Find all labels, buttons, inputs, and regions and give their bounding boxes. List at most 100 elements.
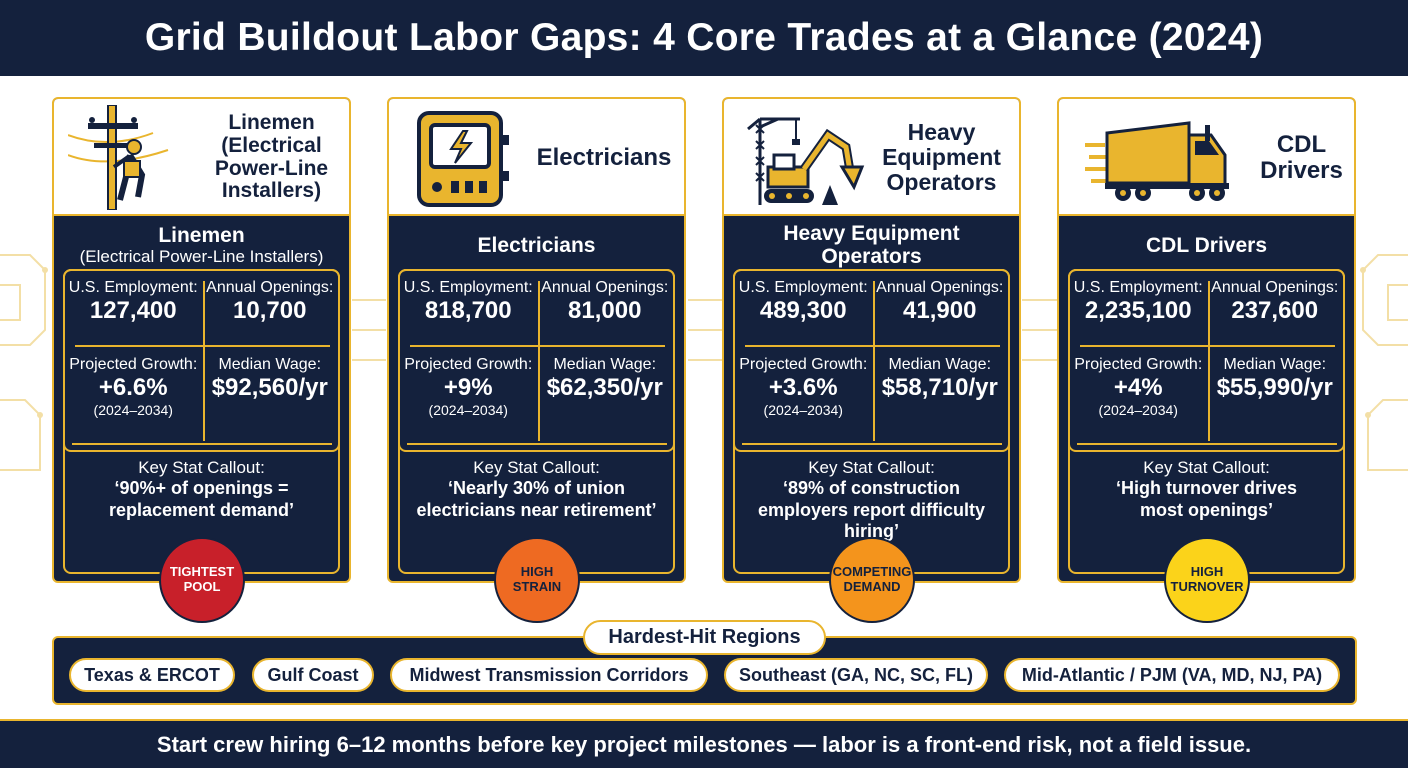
card-body: Linemen (Electrical Power-Line Installer… (54, 216, 349, 581)
trade-title: Linemen (Electrical Power-Line Installer… (54, 224, 349, 267)
inner-frame (1068, 269, 1345, 574)
stat-value: +3.6% (768, 374, 838, 402)
regions-title: Hardest-Hit Regions (583, 620, 826, 655)
trade-card-heavy-equipment: Heavy Equipment Operators Heavy Equipmen… (722, 97, 1021, 623)
divider (1208, 281, 1210, 441)
stat-wage: Median Wage: $62,350/yr (537, 356, 674, 402)
stat-openings: Annual Openings: 81,000 (537, 279, 674, 325)
stat-label: Median Wage: (888, 356, 992, 373)
card-body: CDL Drivers (1059, 216, 1354, 581)
footer-text: Start crew hiring 6–12 months before key… (156, 731, 1252, 757)
stat-value: $58,710/yr (881, 374, 998, 402)
status-badge: COMPETING DEMAND (829, 537, 915, 623)
stat-value: $55,990/yr (1216, 374, 1333, 402)
footer-bar: Start crew hiring 6–12 months before key… (0, 719, 1408, 768)
stats-box: U.S. Employment: 489,300 Annual Openings… (733, 269, 1010, 452)
stat-wage: Median Wage: $92,560/yr (202, 356, 339, 402)
stat-value: +9% (443, 374, 493, 402)
stat-value: 237,600 (1231, 297, 1319, 325)
stat-label: Projected Growth: (739, 356, 868, 373)
stat-note: (2024–2034) (1098, 401, 1178, 418)
divider (407, 443, 667, 445)
inner-frame (733, 269, 1010, 574)
stat-value: +6.6% (98, 374, 168, 402)
trade-title-main: Electricians (477, 234, 596, 257)
status-badge: HIGH TURNOVER (1164, 537, 1250, 623)
key-stat-callout: Key Stat Callout: ‘Nearly 30% of union e… (389, 457, 684, 521)
electrical-panel-icon (403, 105, 533, 210)
stats-box: U.S. Employment: 127,400 Annual Openings… (63, 269, 340, 452)
divider (1080, 345, 1335, 347)
card-body: Electricians (389, 216, 684, 581)
excavator-crane-icon (738, 105, 868, 210)
stat-label: Projected Growth: (1074, 356, 1203, 373)
inner-frame (63, 269, 340, 574)
divider (203, 281, 205, 441)
stat-employment: U.S. Employment: 127,400 (65, 279, 202, 325)
callout-label: Key Stat Callout: (808, 458, 935, 477)
stat-growth: Projected Growth: +4% (2024–2034) (1070, 356, 1207, 418)
stat-label: Median Wage: (1223, 356, 1327, 373)
card-header: Electricians (389, 99, 684, 216)
stat-openings: Annual Openings: 10,700 (202, 279, 339, 325)
stat-openings: Annual Openings: 41,900 (872, 279, 1009, 325)
stat-note: (2024–2034) (428, 401, 508, 418)
trade-title-main: Linemen (158, 224, 245, 247)
callout-text: ‘High turnover drives most openings’ (1115, 478, 1298, 520)
region-pill: Southeast (GA, NC, SC, FL) (724, 658, 988, 692)
card-header: Heavy Equipment Operators (724, 99, 1019, 216)
stat-label: U.S. Employment: (1073, 279, 1203, 296)
stat-note: (2024–2034) (93, 401, 173, 418)
stat-value: 2,235,100 (1084, 297, 1192, 325)
trade-title: CDL Drivers (1059, 234, 1354, 257)
stat-openings: Annual Openings: 237,600 (1207, 279, 1344, 325)
card-header: CDL Drivers (1059, 99, 1354, 216)
stat-employment: U.S. Employment: 489,300 (735, 279, 872, 325)
stat-value: 127,400 (89, 297, 177, 325)
utility-pole-lineman-icon (67, 104, 198, 211)
card-header-label: Linemen (Electrical Power-Line Installer… (214, 111, 329, 203)
callout-label: Key Stat Callout: (473, 458, 600, 477)
trade-card-linemen: Linemen (Electrical Power-Line Installer… (52, 97, 351, 623)
callout-text: ‘Nearly 30% of union electricians near r… (416, 478, 657, 520)
trade-card-electricians: Electricians Electricians U.S. Employmen… (387, 97, 686, 623)
stat-label: U.S. Employment: (68, 279, 198, 296)
stat-employment: U.S. Employment: 818,700 (400, 279, 537, 325)
stat-employment: U.S. Employment: 2,235,100 (1070, 279, 1207, 325)
stat-label: Annual Openings: (876, 279, 1004, 296)
card-header-label: CDL Drivers (1260, 130, 1343, 184)
card-header-label: Electricians (536, 143, 672, 171)
card-header-label: Heavy Equipment Operators (882, 119, 1001, 195)
divider (1077, 443, 1337, 445)
stat-value: 81,000 (568, 297, 642, 325)
key-stat-callout: Key Stat Callout: ‘89% of construction e… (724, 457, 1019, 543)
trade-title: Electricians (389, 234, 684, 257)
stat-label: Median Wage: (218, 356, 322, 373)
divider (72, 443, 332, 445)
region-pill: Gulf Coast (252, 658, 374, 692)
page-title: Grid Buildout Labor Gaps: 4 Core Trades … (144, 16, 1264, 59)
trade-title-sub: (Electrical Power-Line Installers) (79, 247, 324, 267)
stat-label: U.S. Employment: (403, 279, 533, 296)
divider (745, 345, 1000, 347)
stat-label: Annual Openings: (206, 279, 334, 296)
callout-label: Key Stat Callout: (1143, 458, 1270, 477)
divider (75, 345, 330, 347)
key-stat-callout: Key Stat Callout: ‘High turnover drives … (1059, 457, 1354, 521)
divider (410, 345, 665, 347)
status-badge: HIGH STRAIN (494, 537, 580, 623)
card-header: Linemen (Electrical Power-Line Installer… (54, 99, 349, 216)
semi-truck-icon (1085, 105, 1255, 210)
divider (742, 443, 1002, 445)
stat-value: +4% (1113, 374, 1163, 402)
stat-value: $92,560/yr (211, 374, 328, 402)
stat-label: Annual Openings: (541, 279, 669, 296)
stat-value: 41,900 (903, 297, 977, 325)
stat-wage: Median Wage: $55,990/yr (1207, 356, 1344, 402)
stat-growth: Projected Growth: +3.6% (2024–2034) (735, 356, 872, 418)
title-bar: Grid Buildout Labor Gaps: 4 Core Trades … (0, 0, 1408, 76)
stats-box: U.S. Employment: 2,235,100 Annual Openin… (1068, 269, 1345, 452)
stat-label: U.S. Employment: (738, 279, 868, 296)
stat-wage: Median Wage: $58,710/yr (872, 356, 1009, 402)
status-badge: TIGHTEST POOL (159, 537, 245, 623)
